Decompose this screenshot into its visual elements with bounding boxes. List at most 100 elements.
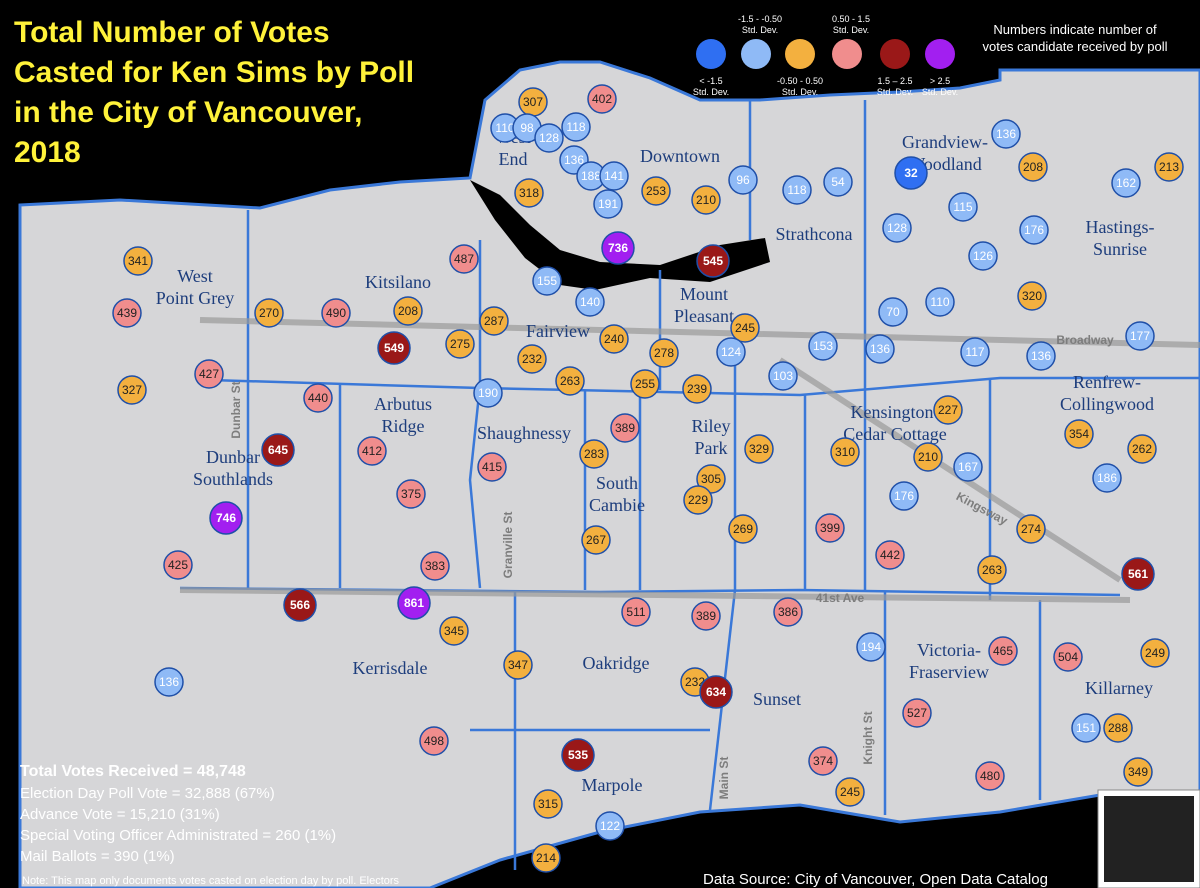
poll-value: 427 — [199, 367, 219, 381]
poll-marker — [561, 112, 591, 142]
poll-marker — [321, 298, 351, 328]
stats-line: Special Voting Officer Administrated = 2… — [20, 827, 336, 844]
poll-value: 442 — [880, 548, 900, 562]
poll-value: 229 — [688, 493, 708, 507]
poll-marker — [1071, 713, 1101, 743]
poll-value: 153 — [813, 339, 833, 353]
poll-marker — [865, 334, 895, 364]
poll-marker — [683, 485, 713, 515]
poll-marker — [823, 167, 853, 197]
poll-value: 375 — [401, 487, 421, 501]
neighbourhood-label: West — [177, 266, 213, 286]
poll-marker — [1125, 321, 1155, 351]
poll-marker — [691, 185, 721, 215]
poll-marker — [691, 601, 721, 631]
poll-value: 511 — [626, 605, 645, 619]
poll-value: 412 — [362, 444, 382, 458]
map-title: Total Number of Votes — [14, 16, 330, 49]
stats-note: Note: This map only documents votes cast… — [22, 875, 400, 887]
poll-value: 188 — [581, 169, 601, 183]
poll-marker — [601, 231, 635, 265]
street-label: 41st Ave — [816, 591, 865, 605]
neighbourhood-label: Dunbar — [206, 447, 260, 467]
street-label: Granville St — [501, 512, 515, 579]
poll-marker — [396, 479, 426, 509]
poll-marker — [420, 551, 450, 581]
inset-image — [1104, 796, 1194, 882]
poll-value: 32 — [904, 166, 918, 180]
map-title: Casted for Ken Sims by Poll — [14, 56, 414, 89]
poll-marker — [117, 375, 147, 405]
poll-value: 287 — [484, 314, 504, 328]
poll-marker — [561, 738, 595, 772]
legend-label: > 2.5 — [930, 76, 950, 86]
poll-marker — [397, 586, 431, 620]
poll-marker — [977, 555, 1007, 585]
legend-label: 1.5 – 2.5 — [877, 76, 912, 86]
poll-value: 110 — [495, 121, 514, 135]
poll-value: 70 — [886, 305, 900, 319]
poll-marker — [875, 540, 905, 570]
poll-value: 315 — [538, 797, 558, 811]
neighbourhood-label: Collingwood — [1060, 394, 1154, 414]
neighbourhood-label: Cedar Cottage — [843, 424, 946, 444]
poll-value: 208 — [398, 304, 418, 318]
poll-value: 124 — [721, 345, 741, 359]
poll-value: 736 — [608, 241, 628, 255]
poll-marker — [933, 395, 963, 425]
poll-value: 122 — [600, 819, 620, 833]
poll-value: 374 — [813, 754, 833, 768]
poll-value: 545 — [703, 254, 723, 268]
poll-value: 490 — [326, 306, 346, 320]
poll-marker — [728, 514, 758, 544]
poll-marker — [555, 366, 585, 396]
poll-marker — [728, 165, 758, 195]
neighbourhood-label: Marpole — [582, 775, 643, 795]
poll-value: 136 — [564, 153, 584, 167]
neighbourhood-label: Sunrise — [1093, 239, 1147, 259]
neighbourhood-label: Kensington- — [851, 402, 940, 422]
poll-value: 227 — [938, 403, 958, 417]
poll-marker — [575, 287, 605, 317]
poll-value: 527 — [907, 706, 927, 720]
poll-value: 128 — [539, 131, 559, 145]
poll-marker — [473, 378, 503, 408]
poll-marker — [882, 213, 912, 243]
neighbourhood-label: Oakridge — [583, 653, 650, 673]
poll-marker — [123, 246, 153, 276]
poll-value: 115 — [953, 200, 972, 214]
poll-value: 194 — [861, 640, 881, 654]
poll-value: 329 — [749, 442, 769, 456]
poll-value: 504 — [1058, 650, 1078, 664]
neighbourhood-label: Killarney — [1085, 678, 1153, 698]
poll-marker — [261, 433, 295, 467]
poll-marker — [1016, 514, 1046, 544]
poll-value: 487 — [454, 252, 474, 266]
legend-label: -0.50 - 0.50 — [777, 76, 823, 86]
poll-marker — [716, 337, 746, 367]
poll-value: 232 — [685, 675, 705, 689]
poll-value: 634 — [706, 685, 726, 699]
neighbourhood-label: Mount — [680, 284, 728, 304]
poll-value: 136 — [996, 127, 1016, 141]
neighbourhood-label: Kerrisdale — [353, 658, 428, 678]
poll-value: 176 — [1024, 223, 1044, 237]
poll-marker — [393, 296, 423, 326]
data-source: Data Source: City of Vancouver, Open Dat… — [703, 871, 1048, 888]
poll-value: 253 — [646, 184, 666, 198]
poll-value: 240 — [604, 332, 624, 346]
poll-value: 310 — [835, 445, 855, 459]
poll-marker — [975, 761, 1005, 791]
poll-value: 566 — [290, 598, 310, 612]
neighbourhood-label: Shaughnessy — [477, 423, 571, 443]
poll-marker — [649, 338, 679, 368]
stats-line: Election Day Poll Vote = 32,888 (67%) — [20, 785, 275, 802]
street-label: Knight St — [861, 711, 875, 764]
poll-marker — [696, 464, 726, 494]
poll-value: 210 — [696, 193, 716, 207]
poll-value: 167 — [958, 460, 978, 474]
poll-marker — [419, 726, 449, 756]
poll-marker — [1103, 713, 1133, 743]
street-label: Dunbar St — [229, 381, 243, 438]
